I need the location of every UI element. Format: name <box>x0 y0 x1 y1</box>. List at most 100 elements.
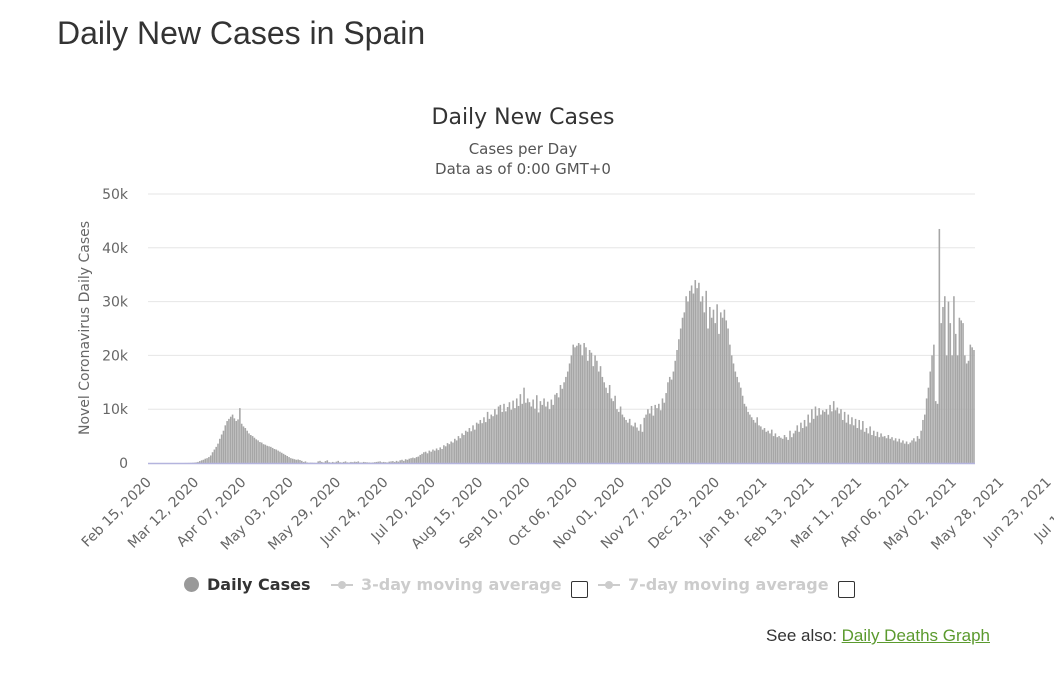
bar <box>202 459 205 463</box>
bar <box>869 426 871 463</box>
bar <box>858 419 860 463</box>
bar <box>419 454 421 463</box>
bar <box>900 442 902 463</box>
bar <box>829 404 831 463</box>
bar <box>479 419 482 463</box>
bar <box>213 449 216 463</box>
bar <box>887 435 890 463</box>
bar <box>284 454 287 463</box>
legend-3day-label: 3-day moving average <box>361 575 562 594</box>
bar <box>601 376 604 463</box>
bar <box>701 296 704 463</box>
bar <box>457 436 460 463</box>
bar <box>891 437 893 463</box>
bar <box>747 411 749 463</box>
bar <box>842 419 844 463</box>
bar <box>650 405 653 463</box>
bar <box>732 363 735 463</box>
bar <box>785 437 788 463</box>
daily-deaths-graph-link[interactable]: Daily Deaths Graph <box>841 626 990 645</box>
bar <box>818 408 820 463</box>
bar <box>798 431 800 463</box>
bar <box>652 415 655 463</box>
bar <box>672 371 675 463</box>
legend-3day-average[interactable]: 3-day moving average <box>331 575 562 594</box>
bar <box>750 417 753 463</box>
bar <box>585 347 587 463</box>
bar <box>913 438 915 463</box>
bar <box>636 427 638 463</box>
bar <box>408 458 411 463</box>
bar <box>468 428 471 463</box>
bar <box>623 417 625 463</box>
bar <box>209 455 212 463</box>
bar <box>395 460 398 463</box>
bar <box>634 422 636 463</box>
bar <box>911 440 913 463</box>
bar <box>587 360 589 463</box>
bar <box>772 436 775 463</box>
bar <box>505 411 507 463</box>
bar <box>494 409 496 463</box>
bar <box>266 445 268 463</box>
bar <box>355 461 358 463</box>
bar <box>964 355 966 463</box>
bar <box>723 309 726 463</box>
bar <box>466 431 469 463</box>
bar <box>382 461 385 463</box>
bar <box>515 398 518 463</box>
bar <box>344 461 347 463</box>
bar <box>368 462 370 463</box>
bar <box>791 437 793 463</box>
7day-average-checkbox[interactable] <box>838 581 855 598</box>
bar <box>426 453 429 463</box>
bar <box>920 430 922 463</box>
bar <box>328 462 330 463</box>
bar <box>690 285 693 463</box>
bar <box>718 333 720 463</box>
bar <box>876 431 879 463</box>
bar <box>590 352 593 463</box>
bar <box>439 447 442 463</box>
bar <box>918 438 921 463</box>
bar <box>796 425 799 463</box>
bar <box>703 312 706 463</box>
bar <box>719 312 722 463</box>
y-tick-label: 0 <box>119 456 128 472</box>
bar <box>916 436 919 463</box>
bar <box>958 317 961 463</box>
legend-daily-cases[interactable]: Daily Cases <box>184 575 310 594</box>
bar <box>541 404 544 463</box>
bar <box>472 425 474 463</box>
bar <box>437 450 440 463</box>
bar <box>372 462 374 463</box>
bar <box>208 457 210 463</box>
bar <box>885 438 888 463</box>
legend-7day-label: 7-day moving average <box>628 575 829 594</box>
bar <box>874 436 877 463</box>
bar <box>599 366 602 463</box>
bar <box>794 430 797 463</box>
3day-average-checkbox[interactable] <box>571 581 588 598</box>
bar <box>852 425 855 463</box>
bar <box>506 407 509 463</box>
legend-7day-average[interactable]: 7-day moving average <box>598 575 829 594</box>
bar <box>404 459 407 463</box>
bar <box>490 414 493 463</box>
bar <box>519 394 522 463</box>
bar <box>924 414 926 463</box>
bar <box>745 406 748 463</box>
bar <box>816 415 819 463</box>
bar <box>863 431 866 463</box>
bar <box>603 382 605 463</box>
bar <box>699 301 702 463</box>
bar <box>286 456 289 463</box>
bar <box>200 460 203 463</box>
bar <box>730 355 733 463</box>
bar <box>809 422 811 463</box>
bar <box>969 344 972 463</box>
bar <box>872 430 875 463</box>
bar <box>947 301 950 463</box>
bar <box>219 438 221 463</box>
bar <box>814 406 817 463</box>
